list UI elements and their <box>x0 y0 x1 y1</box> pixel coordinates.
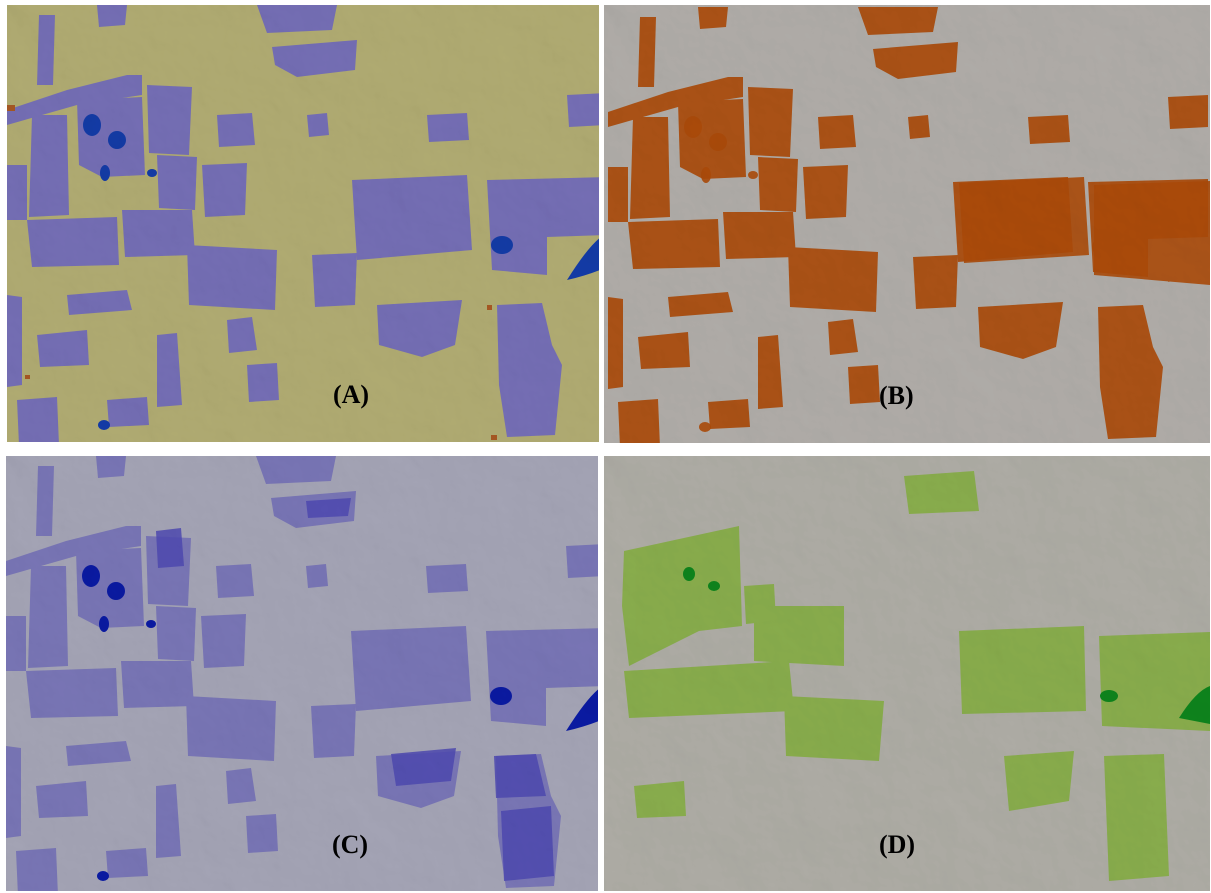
panel-d-map: (D) <box>604 456 1210 891</box>
panel-b-map: (B) <box>604 5 1210 443</box>
panel-c-map: (C) <box>6 456 598 891</box>
panel-a-raster <box>7 5 599 442</box>
panel-a-label: (A) <box>333 380 370 409</box>
panel-a-map: (A) <box>7 5 599 442</box>
panel-d-raster <box>604 456 1210 891</box>
panel-b-raster <box>604 5 1210 443</box>
panel-c-label: (C) <box>332 830 369 859</box>
panel-d-label: (D) <box>879 830 916 859</box>
panel-b-label: (B) <box>879 381 914 410</box>
panel-c-raster <box>6 456 598 891</box>
